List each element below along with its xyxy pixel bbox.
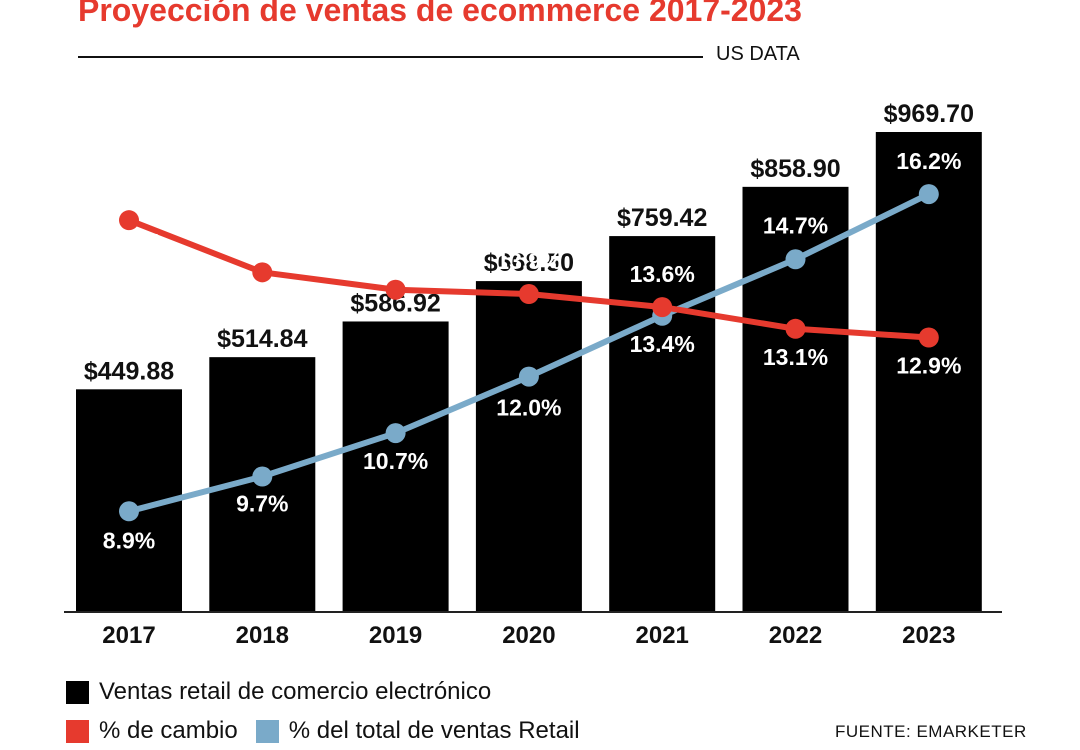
x-tick-2017: 2017	[102, 622, 155, 649]
source-note: FUENTE: EMARKETER	[835, 722, 1027, 741]
legend-label-change: % de cambio	[99, 717, 238, 744]
share-point-2018	[252, 466, 273, 487]
legend-label-share: % del total de ventas Retail	[288, 717, 580, 744]
bar-label-2022: $858.90	[750, 155, 840, 183]
bar-2019	[342, 321, 449, 612]
share-point-2019	[385, 423, 406, 444]
chart-title: Proyección de ventas de ecommerce 2017-2…	[78, 0, 802, 28]
legend-label-bars: Ventas retail de comercio electrónico	[99, 678, 492, 705]
bar-label-2018: $514.84	[217, 325, 307, 353]
x-tick-2022: 2022	[769, 622, 822, 649]
share-label-2018: 9.7%	[236, 491, 288, 517]
bar-label-2021: $759.42	[617, 204, 707, 232]
change-point-2021	[652, 297, 673, 318]
bar-label-2017: $449.88	[84, 357, 174, 385]
bar-label-2023: $969.70	[884, 100, 974, 128]
change-label-2022: 13.1%	[763, 344, 828, 370]
share-label-2020: 12.0%	[496, 395, 561, 421]
legend-item-share: % del total de ventas Retail	[255, 717, 580, 745]
legend-row-2: % de cambio % del total de ventas Retail	[66, 717, 598, 745]
bar-label-2020: $668.50	[484, 249, 574, 277]
x-tick-2018: 2018	[236, 622, 289, 649]
share-point-2023	[918, 184, 939, 205]
bar-2020	[475, 281, 582, 612]
change-label-2020: 13.9%	[496, 248, 561, 274]
share-point-2017	[119, 501, 139, 522]
title-rule	[78, 56, 703, 58]
legend-row-1: Ventas retail de comercio electrónico	[66, 678, 509, 706]
share-label-2023: 16.2%	[896, 148, 961, 174]
change-label-2021: 13.6%	[630, 261, 695, 287]
change-label-2023: 12.9%	[896, 352, 961, 378]
share-point-2022	[785, 249, 806, 270]
share-label-2022: 14.7%	[763, 212, 828, 238]
change-point-2020	[518, 284, 539, 305]
change-label-2019: 14.0%	[363, 244, 428, 270]
chart-subtitle: US DATA	[716, 43, 800, 65]
change-point-2017	[119, 210, 139, 231]
change-label-2017: 15.6%	[96, 229, 161, 255]
share-label-2017: 8.9%	[103, 527, 155, 553]
x-tick-2020: 2020	[502, 622, 555, 649]
change-label-2018: 14.4%	[230, 284, 295, 310]
change-point-2023	[918, 327, 939, 348]
change-point-2018	[252, 262, 273, 283]
share-label-2019: 10.7%	[363, 448, 428, 474]
bar-2021	[609, 236, 716, 613]
legend-swatch-share	[255, 719, 279, 743]
x-tick-2023: 2023	[902, 622, 955, 649]
x-tick-2019: 2019	[369, 622, 422, 649]
legend-item-change: % de cambio	[66, 717, 238, 745]
change-point-2019	[385, 279, 406, 300]
share-point-2020	[518, 366, 539, 387]
share-label-2021: 13.4%	[630, 331, 695, 357]
x-tick-2021: 2021	[636, 622, 689, 649]
legend-swatch-change	[66, 719, 89, 743]
legend-item-bars: Ventas retail de comercio electrónico	[66, 678, 491, 706]
legend-swatch-bars	[66, 680, 89, 704]
change-point-2022	[785, 318, 806, 339]
chart: $449.882017$514.842018$586.922019$668.50…	[64, 100, 1002, 649]
